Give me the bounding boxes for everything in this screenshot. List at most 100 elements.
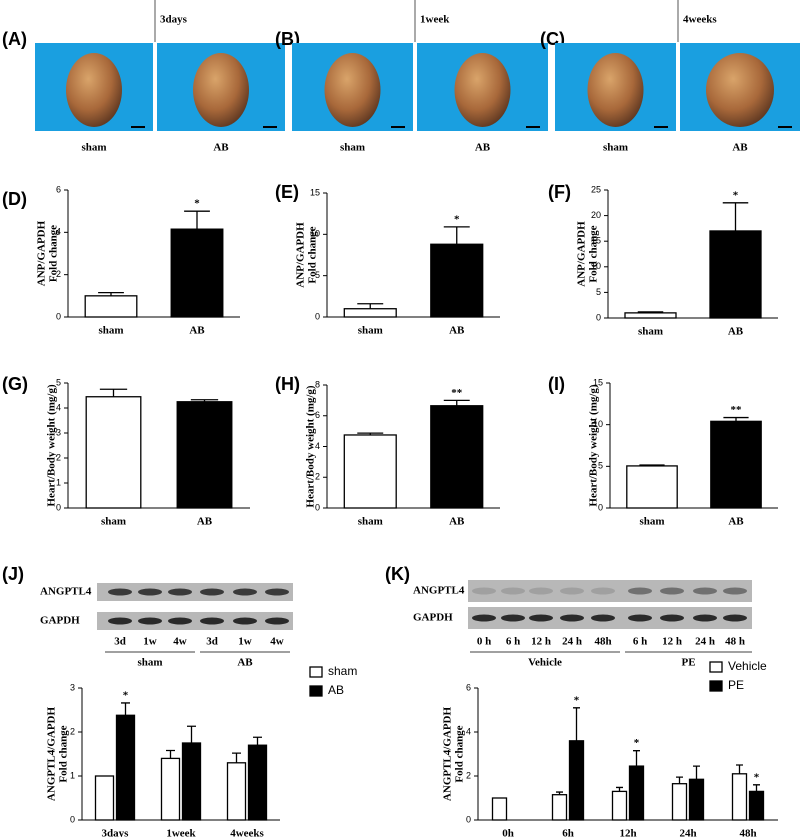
y-tick-label: 5: [598, 461, 603, 471]
panel-label: (H): [275, 374, 300, 394]
x-tick-label: 6h: [562, 828, 574, 837]
y-tick-label: 4: [56, 402, 61, 412]
error-bar: [253, 736, 262, 746]
error-bar: [98, 292, 124, 296]
lane-label: 4w: [173, 636, 187, 648]
bar: [181, 742, 202, 821]
blot-band: [138, 617, 162, 625]
bar: [343, 434, 397, 509]
bar: [430, 243, 484, 318]
y-tick-label: 2: [56, 269, 61, 279]
blot-band: [200, 588, 224, 596]
error-bar: [443, 399, 470, 406]
bar: [170, 228, 224, 318]
y-tick-label: 25: [591, 184, 601, 194]
heart-photo: [454, 53, 511, 127]
y-tick-label: 0: [598, 502, 603, 512]
x-tick-label: sham: [358, 325, 383, 337]
legend-swatch: [709, 680, 723, 692]
legend-label: AB: [328, 683, 344, 697]
bar: [688, 778, 705, 821]
y-axis-label: Fold change: [454, 725, 466, 782]
error-bar: [722, 202, 749, 231]
y-tick-label: 0: [56, 502, 61, 512]
bar: [568, 740, 585, 821]
blot-band: [138, 588, 162, 596]
blot-band: [168, 617, 192, 625]
significance-label: *: [194, 198, 200, 210]
group-label: AB: [213, 142, 229, 154]
blot-band: [693, 614, 717, 622]
bar: [85, 396, 142, 509]
x-tick-label: 12h: [619, 828, 636, 837]
group-label: AB: [237, 657, 253, 669]
x-tick-label: AB: [449, 516, 465, 528]
bar: [84, 295, 138, 318]
lane-label: 6 h: [506, 636, 520, 648]
heart-photo: [324, 53, 381, 127]
blot-band: [168, 588, 192, 596]
error-bar: [573, 707, 580, 741]
panel-label: (E): [275, 182, 299, 202]
blot-strip: [97, 583, 293, 601]
lane-label: 4w: [270, 636, 284, 648]
blot-band: [501, 614, 525, 622]
y-tick-label: 5: [56, 377, 61, 387]
significance-label: **: [731, 404, 743, 416]
legend-label: Vehicle: [728, 659, 767, 673]
y-tick-label: 6: [56, 184, 61, 194]
lane-label: 48 h: [725, 636, 745, 648]
y-tick-label: 0: [315, 502, 320, 512]
panel-label: (K): [385, 564, 410, 584]
error-bar: [753, 784, 760, 792]
group-label: Vehicle: [528, 657, 562, 669]
x-tick-label: 4weeks: [230, 828, 264, 837]
y-tick-label: 6: [466, 682, 471, 692]
bar: [430, 405, 484, 509]
y-axis-label: Fold change: [48, 225, 60, 282]
error-bar: [232, 752, 241, 763]
y-axis-label: Heart/Body weight (mg/g): [588, 384, 600, 507]
blot-band: [233, 617, 257, 625]
legend-label: sham: [328, 664, 357, 678]
blot-band: [591, 614, 615, 622]
x-tick-label: sham: [638, 326, 663, 338]
blot-band: [723, 614, 747, 622]
timepoint-label: 1week: [420, 14, 450, 26]
y-tick-label: 0: [56, 311, 61, 321]
y-tick-label: 4: [56, 227, 61, 237]
blot-strip: [97, 612, 293, 630]
x-tick-label: AB: [728, 326, 744, 338]
blot-band: [628, 587, 652, 595]
x-tick-label: sham: [98, 325, 123, 337]
y-tick-label: 4: [315, 441, 320, 451]
blot-row-label: ANGPTL4: [40, 586, 92, 598]
bar: [115, 714, 136, 821]
timepoint-label: 3days: [160, 14, 188, 26]
x-tick-label: 48h: [739, 828, 756, 837]
heart-photo: [706, 53, 774, 127]
bar: [731, 773, 748, 821]
y-tick-label: 1: [70, 770, 75, 780]
bar: [626, 465, 678, 509]
lane-label: 1w: [238, 636, 252, 648]
bar: [709, 230, 762, 319]
blot-row-label: ANGPTL4: [413, 585, 465, 597]
error-bar: [121, 702, 130, 716]
y-tick-label: 0: [596, 312, 601, 322]
lane-label: 48h: [594, 636, 611, 648]
blot-band: [723, 587, 747, 595]
panel-label: (F): [548, 182, 571, 202]
error-bar: [99, 388, 128, 397]
significance-label: *: [634, 737, 640, 749]
bar: [624, 312, 677, 319]
blot-band: [265, 588, 289, 596]
bar: [491, 797, 508, 821]
blot-row-label: GAPDH: [40, 615, 80, 627]
bar: [160, 757, 181, 821]
significance-label: **: [451, 387, 463, 399]
y-tick-label: 10: [591, 261, 601, 271]
lane-label: 24 h: [695, 636, 715, 648]
y-tick-label: 2: [70, 726, 75, 736]
bar: [176, 401, 233, 509]
